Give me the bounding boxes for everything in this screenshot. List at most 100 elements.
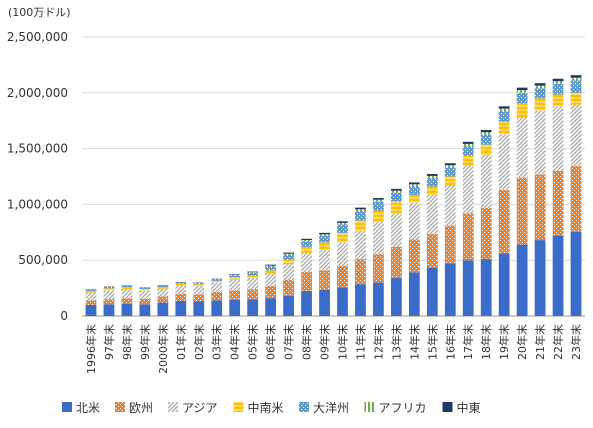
legend-swatch	[233, 402, 244, 412]
bar-segment	[426, 233, 438, 269]
x-tick-label: 07年末	[282, 324, 296, 360]
bar-segment	[516, 92, 528, 104]
x-tick-label: 01年末	[174, 324, 188, 360]
x-tick-label: 2000年末	[156, 324, 170, 374]
x-tick-label: 05年末	[246, 324, 260, 360]
legend-swatch	[115, 402, 125, 412]
bar-segment	[229, 277, 241, 280]
bar-segment	[444, 165, 456, 168]
x-tick-label: 08年末	[300, 324, 314, 360]
x-tick-label: 97年末	[102, 324, 116, 360]
legend-label: アジア	[182, 401, 218, 415]
bar-segment	[534, 240, 546, 316]
bar-segment	[121, 285, 133, 288]
bar-segment	[390, 190, 402, 193]
bar-segment	[301, 238, 312, 241]
bar-segment	[193, 284, 205, 286]
bar-segment	[121, 298, 133, 304]
bar-segment	[444, 176, 456, 186]
bar-segment	[355, 207, 366, 210]
bar-segment	[570, 75, 582, 78]
bar-segment	[139, 287, 151, 290]
x-tick-label: 19年末	[497, 324, 511, 360]
bar-segment	[462, 260, 474, 316]
bar-segment	[247, 278, 259, 290]
bar-segment	[373, 221, 384, 255]
x-tick-label: 13年末	[389, 324, 403, 360]
bar-segment	[426, 194, 438, 234]
bar-segment	[408, 239, 420, 273]
bar-segment	[319, 250, 330, 271]
bar-segment	[444, 167, 456, 177]
x-tick-label: 98年末	[120, 324, 134, 360]
bar-segment	[157, 296, 169, 303]
bar-segment	[462, 165, 474, 214]
y-tick-label: 1,000,000	[7, 197, 68, 211]
y-tick-label: 1,500,000	[7, 142, 68, 156]
x-tick-label: 06年末	[264, 324, 278, 360]
bar-segment	[103, 290, 115, 300]
bar-segment	[85, 304, 97, 316]
bar-segment	[265, 266, 277, 271]
bar-segment	[229, 299, 241, 316]
bar-segment	[157, 286, 169, 289]
bar-segment	[570, 80, 582, 93]
x-tick-label: 16年末	[443, 324, 457, 360]
bar-segment	[390, 192, 402, 202]
bar-segment	[498, 111, 510, 122]
bar-segment	[552, 235, 564, 316]
bar-segment	[498, 253, 510, 316]
bar-segment	[570, 104, 582, 166]
bar-segment	[283, 295, 294, 316]
bar-segment	[408, 186, 420, 195]
bar-segment	[139, 290, 151, 299]
bar-segment	[516, 244, 528, 316]
bar-segment	[85, 289, 97, 291]
bar-segment	[355, 231, 366, 260]
bar-segment	[139, 304, 151, 316]
bar-segment	[552, 78, 564, 82]
bar-segment	[480, 134, 492, 145]
bar-segment	[265, 270, 277, 274]
bar-segment	[175, 283, 187, 286]
bar-segment	[426, 175, 438, 179]
y-tick-label: 500,000	[18, 253, 68, 267]
bar-segment	[498, 134, 510, 190]
bar-segment	[319, 232, 330, 235]
legend-swatch	[364, 402, 375, 412]
bar-segment	[480, 207, 492, 260]
bar-segment	[408, 184, 420, 187]
bar-segment	[426, 178, 438, 187]
x-tick-label: 11年末	[353, 324, 367, 360]
bar-segment	[444, 163, 456, 166]
unit-label: (100万ドル)	[8, 6, 71, 19]
bar-segment	[229, 274, 241, 275]
bar-segment	[193, 285, 205, 295]
x-tick-label: 23年末	[569, 324, 583, 360]
bar-segment	[301, 241, 312, 247]
bar-segment	[390, 188, 402, 191]
x-tick-label: 21年末	[533, 324, 547, 360]
bar-segment	[139, 289, 151, 291]
legend-swatch	[299, 402, 309, 412]
legend-swatch	[442, 402, 453, 412]
bar-segment	[498, 121, 510, 135]
x-tick-label: 18年末	[479, 324, 493, 360]
bar-segment	[498, 189, 510, 254]
x-tick-label: 10年末	[335, 324, 349, 360]
bar-segment	[283, 253, 294, 255]
bar-segment	[390, 278, 402, 316]
bar-segment	[516, 117, 528, 178]
bar-segment	[139, 298, 151, 305]
bar-segment	[319, 235, 330, 243]
bar-segment	[85, 292, 97, 301]
bar-segment	[103, 288, 115, 291]
bar-segment	[229, 275, 241, 278]
bar-segment	[319, 242, 330, 251]
bar-segment	[175, 293, 187, 301]
bar-segment	[355, 259, 366, 285]
bar-segment	[121, 289, 133, 299]
bar-segment	[337, 222, 348, 225]
bar-segment	[211, 282, 223, 293]
